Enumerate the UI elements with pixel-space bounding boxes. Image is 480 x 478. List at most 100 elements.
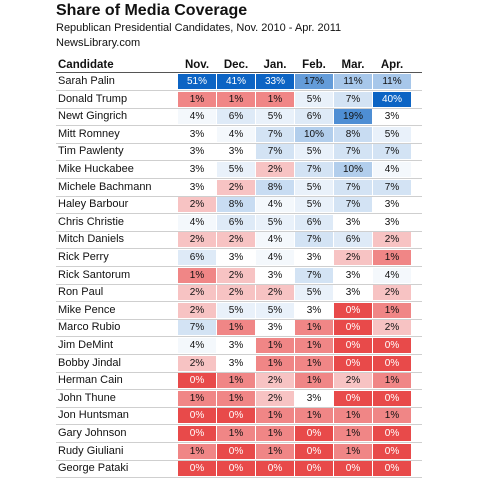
coverage-cell: 2% [373,320,411,336]
coverage-cell: 1% [217,320,255,336]
coverage-cell: 0% [295,443,333,459]
coverage-cell: 3% [295,250,333,265]
coverage-cell: 2% [178,232,216,248]
coverage-cell: 0% [295,426,333,441]
coverage-cell: 0% [334,461,372,477]
coverage-cell: 5% [295,91,333,107]
coverage-cell: 0% [334,338,372,353]
coverage-cell: 0% [178,408,216,424]
coverage-cell: 10% [295,126,333,142]
candidate-column-header: Candidate [58,59,114,71]
coverage-cell: 0% [334,320,372,336]
coverage-cell: 7% [373,179,411,195]
coverage-cell: 11% [334,74,372,89]
row-divider [56,107,422,109]
coverage-cell: 3% [334,267,372,283]
coverage-cell: 2% [178,355,216,371]
coverage-cell: 4% [217,126,255,142]
row-divider [56,248,422,250]
table-row: Newt Gingrich 4% 6% 5% 6% 19% 3% [56,109,422,125]
row-divider [56,354,422,355]
coverage-cell: 1% [256,443,294,459]
candidate-name: Haley Barbour [58,198,129,211]
coverage-cell: 33% [256,74,294,89]
candidate-name: Rick Santorum [58,268,131,281]
coverage-cell: 1% [217,91,255,107]
coverage-cell: 5% [217,162,255,177]
coverage-cell: 0% [334,390,372,406]
table-row: Rick Santorum 1% 2% 3% 7% 3% 4% [56,267,422,283]
coverage-cell: 3% [178,162,216,177]
row-divider [56,283,422,285]
table-row: Mitt Romney 3% 4% 7% 10% 8% 5% [56,126,422,142]
month-header: Mar. [341,59,365,71]
candidate-name: Chris Christie [58,215,125,228]
month-header: Jan. [263,59,287,71]
coverage-cell: 3% [256,267,294,283]
header-divider [56,72,422,73]
coverage-cell: 2% [373,232,411,248]
coverage-cell: 1% [178,443,216,459]
coverage-cell: 2% [256,390,294,406]
coverage-cell: 1% [256,91,294,107]
coverage-cell: 4% [178,109,216,125]
coverage-cell: 7% [295,267,333,283]
coverage-cell: 1% [178,267,216,283]
candidate-name: Donald Trump [58,92,128,105]
coverage-cell: 8% [217,197,255,213]
row-divider [56,90,422,91]
coverage-cell: 3% [178,126,216,142]
coverage-cell: 5% [295,179,333,195]
candidate-name: Jim DeMint [58,339,114,351]
coverage-cell: 1% [373,302,411,318]
coverage-cell: 6% [295,214,333,230]
coverage-cell: 3% [334,285,372,301]
coverage-cell: 6% [334,232,372,248]
coverage-cell: 2% [334,373,372,389]
coverage-cell: 3% [217,355,255,371]
coverage-cell: 0% [334,302,372,318]
candidate-name: Ron Paul [58,286,104,299]
coverage-cell: 2% [178,285,216,301]
coverage-cell: 3% [373,197,411,213]
coverage-cell: 0% [373,426,411,441]
table-row: Chris Christie 4% 6% 5% 6% 3% 3% [56,214,422,230]
table-row: Donald Trump 1% 1% 1% 5% 7% 40% [56,91,422,107]
table-row: Michele Bachmann 3% 2% 8% 5% 7% 7% [56,179,422,195]
table-row: Mitch Daniels 2% 2% 4% 7% 6% 2% [56,232,422,248]
coverage-cell: 2% [256,285,294,301]
candidate-name: Gary Johnson [58,427,127,439]
row-divider [56,142,422,144]
coverage-cell: 7% [295,232,333,248]
coverage-cell: 7% [334,197,372,213]
coverage-cell: 2% [256,162,294,177]
coverage-cell: 1% [217,373,255,389]
table-row: Rudy Giuliani 1% 0% 1% 0% 1% 0% [56,443,422,459]
coverage-cell: 1% [256,426,294,441]
coverage-cell: 0% [373,338,411,353]
coverage-cell: 40% [373,91,411,107]
coverage-cell: 7% [256,144,294,160]
coverage-cell: 1% [217,426,255,441]
table-row: Herman Cain 0% 1% 2% 1% 2% 1% [56,373,422,389]
coverage-cell: 3% [373,109,411,125]
table-row: Haley Barbour 2% 8% 4% 5% 7% 3% [56,197,422,213]
coverage-cell: 8% [256,179,294,195]
coverage-cell: 1% [256,355,294,371]
coverage-cell: 7% [373,144,411,160]
coverage-cell: 3% [334,214,372,230]
row-divider [56,406,422,408]
coverage-cell: 2% [334,250,372,265]
coverage-cell: 4% [373,162,411,177]
candidate-name: Bobby Jindal [58,356,121,369]
coverage-cell: 4% [178,338,216,353]
row-divider [56,266,422,267]
coverage-cell: 1% [334,408,372,424]
coverage-cell: 1% [256,338,294,353]
table-row: Jon Huntsman 0% 0% 1% 1% 1% 1% [56,408,422,424]
coverage-cell: 3% [178,179,216,195]
coverage-cell: 10% [334,162,372,177]
coverage-cell: 17% [295,74,333,89]
coverage-cell: 5% [295,144,333,160]
candidate-name: Jon Huntsman [58,409,129,422]
